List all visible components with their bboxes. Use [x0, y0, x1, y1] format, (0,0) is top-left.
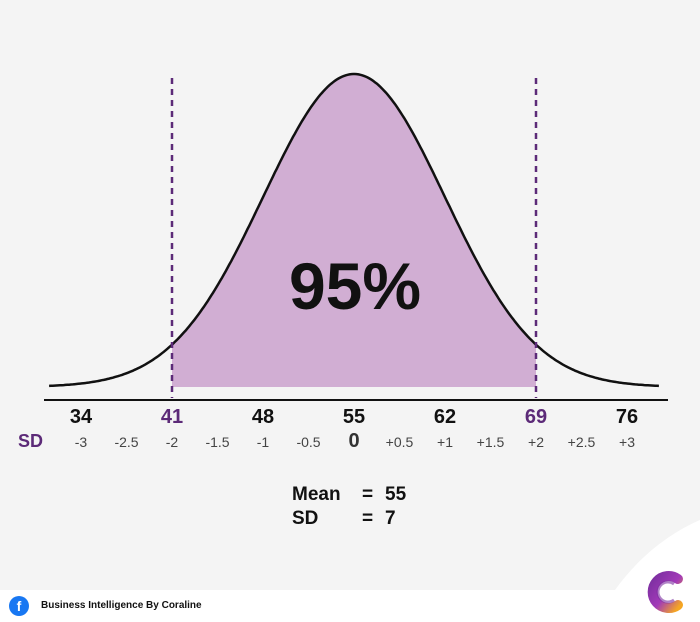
value-tick-label: 34 [69, 406, 93, 428]
sd-tick-label: -3 [74, 434, 88, 450]
shaded-percent-label: 95% [288, 249, 422, 323]
sd-tick-label: 0 [348, 430, 360, 452]
sd-tick-label: +1.5 [476, 434, 505, 450]
coraline-c-logo-icon [647, 571, 683, 613]
sd-tick-label: +3 [619, 434, 635, 450]
normal-distribution-chart [44, 72, 668, 401]
sd-axis-label: SD [18, 431, 44, 451]
sd-tick-label: -2.5 [114, 434, 139, 450]
footer: f Business Intelligence By Coraline [0, 590, 700, 622]
mean-label: Mean [292, 484, 341, 505]
value-tick-label: 41 [160, 406, 184, 428]
shaded-area [172, 74, 536, 387]
sd-tick-label: +2.5 [567, 434, 596, 450]
value-tick-label: 55 [342, 406, 366, 428]
facebook-icon[interactable]: f [9, 596, 29, 616]
sd-tick-label: +0.5 [385, 434, 414, 450]
credit-text: Business Intelligence By Coraline [41, 600, 202, 611]
value-tick-label: 62 [433, 406, 457, 428]
mean-value: 55 [385, 484, 407, 505]
sd-equals: = [362, 508, 374, 529]
sd-value: 7 [385, 508, 396, 529]
sd-tick-label: -1 [256, 434, 270, 450]
sd-tick-label: -1.5 [205, 434, 230, 450]
sd-stat-label: SD [292, 508, 319, 529]
sd-tick-label: -0.5 [296, 434, 321, 450]
value-tick-label: 48 [251, 406, 275, 428]
sd-tick-label: -2 [165, 434, 179, 450]
mean-equals: = [362, 484, 374, 505]
value-tick-label: 69 [524, 406, 548, 428]
bell-curve [49, 72, 659, 388]
sd-tick-label: +2 [528, 434, 544, 450]
value-tick-label: 76 [615, 406, 639, 428]
sd-tick-label: +1 [437, 434, 453, 450]
